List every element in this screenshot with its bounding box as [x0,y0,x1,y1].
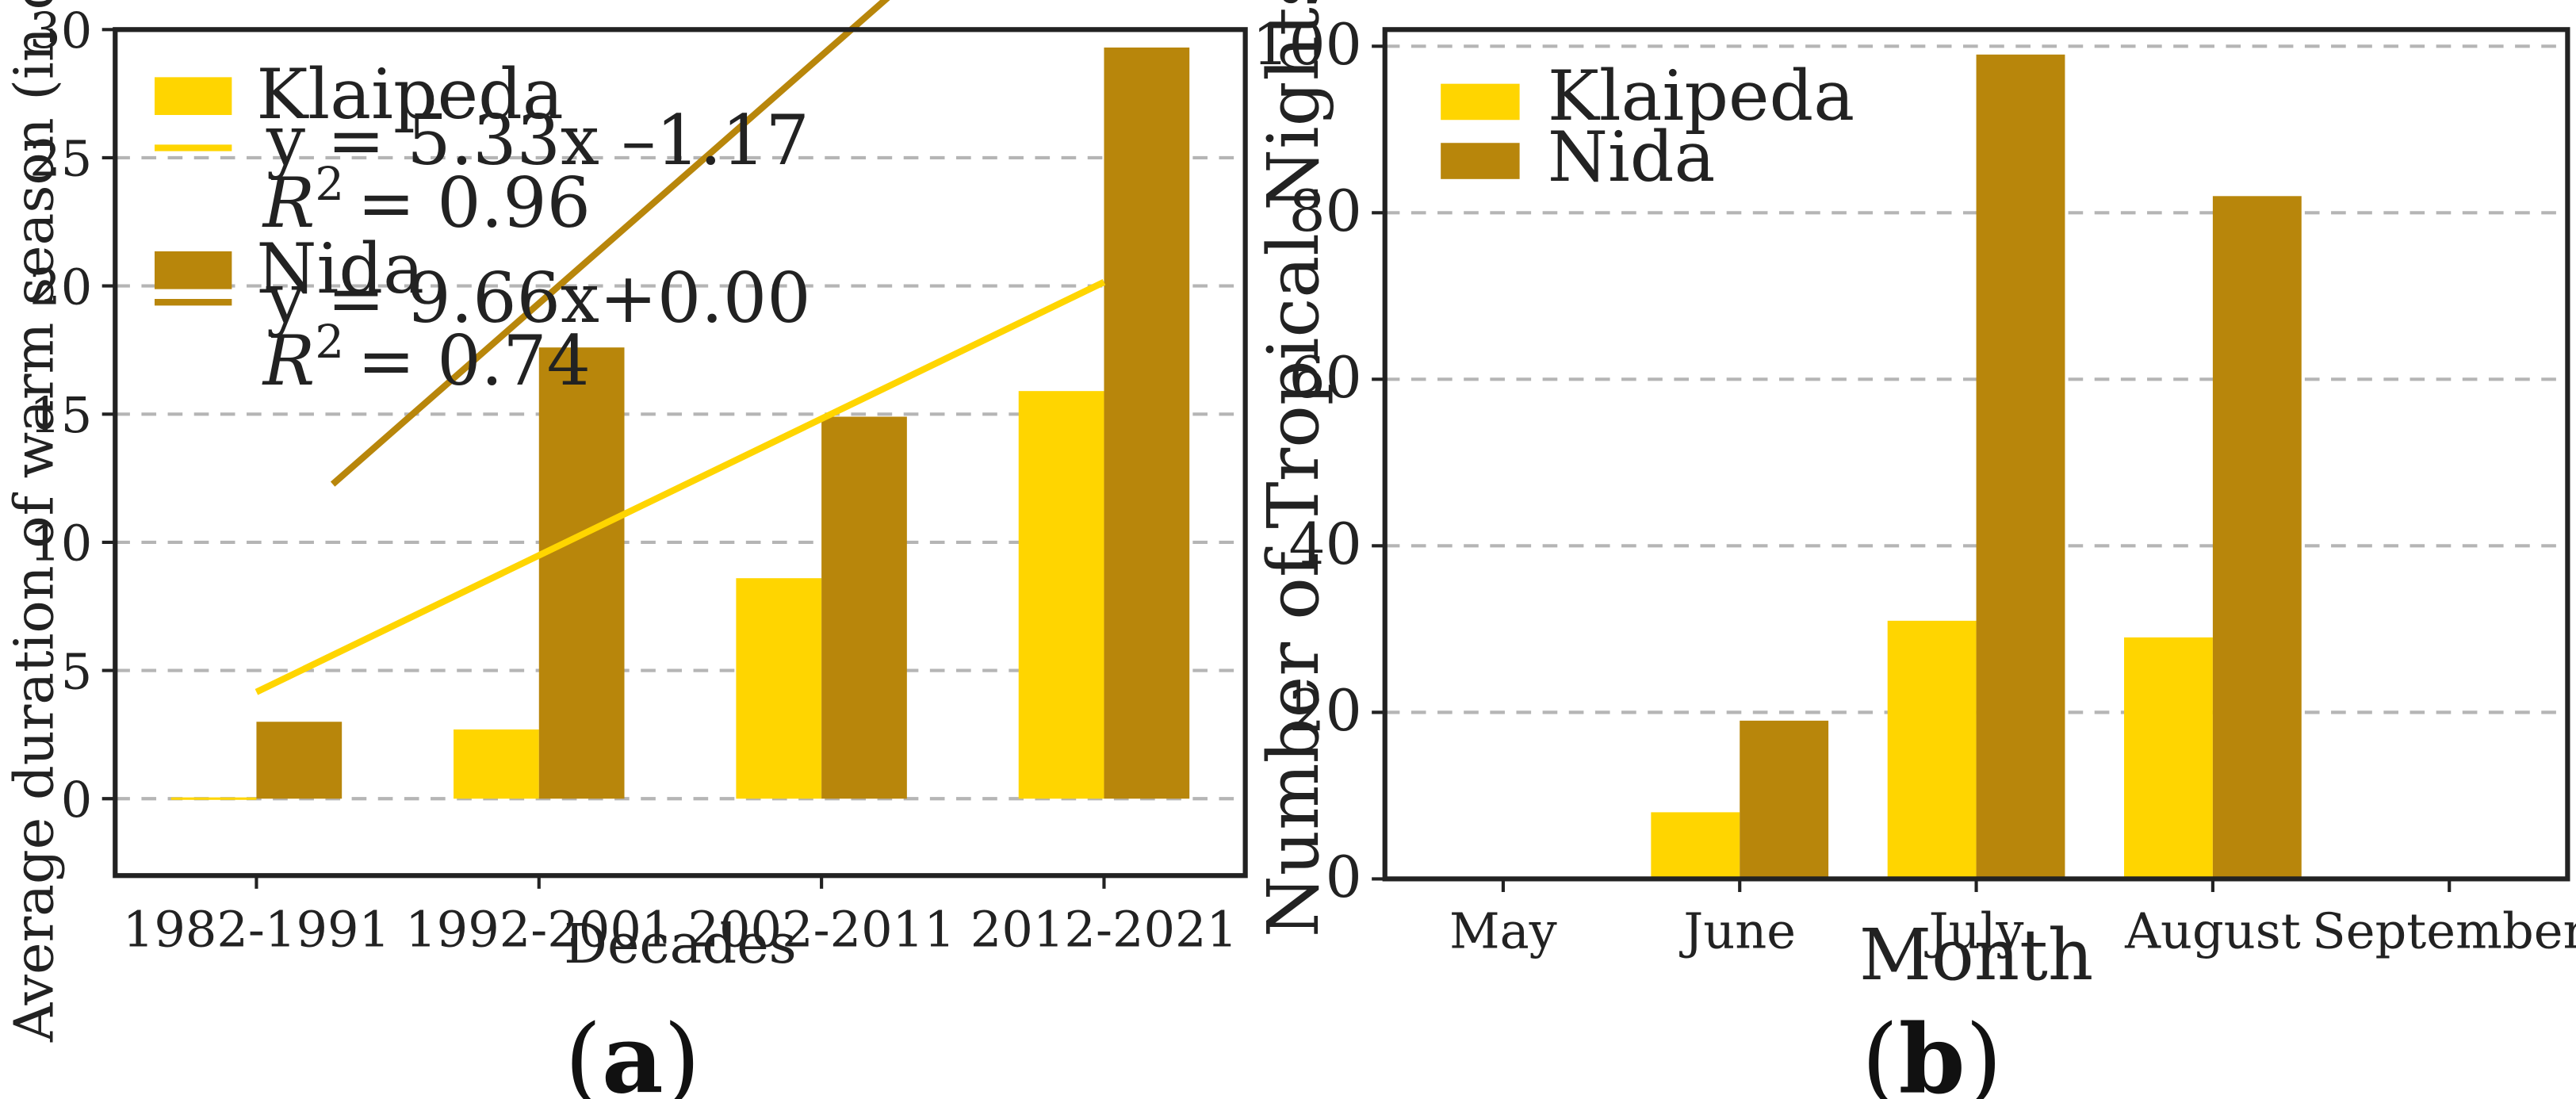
r2-exponent: 2 [315,157,344,211]
y-tick-label: 10 [29,515,92,572]
panel-label-b: (b) [1862,1004,2003,1099]
bars-b [1651,54,2302,879]
panel-letter-b: b [1899,1004,1965,1099]
y-ticks-a: 0 5 10 15 20 25 30 [29,2,116,829]
y-tick-label: 5 [61,642,93,700]
bar-klaipeda-1982-1991 [170,797,257,800]
y-tick-label: 30 [29,2,92,59]
legend-label-klaipeda: Klaipeda [1548,56,1854,136]
bar-klaipeda-june [1651,812,1740,879]
trendline-nida [330,0,890,487]
x-ticks-b: May June July August September [1449,879,2576,959]
x-axis-label-b: Month [1859,914,2093,997]
trendlines-a [255,0,1106,695]
bar-nida-june [1740,720,1829,879]
legend-a: Klaipeda y = 5.33x –1.17 R2 = 0.96 Nida y… [154,54,811,401]
x-tick-label: May [1449,902,1557,959]
panel-a: 0 5 10 15 20 25 30 1982-1991 1992-2001 2002-2011… [4,0,1248,1099]
x-tick-label: July [1924,902,2024,959]
y-axis-label-a: Average duration of warm season (in days… [4,0,67,1043]
y-tick-label: 20 [29,258,92,316]
y-tick-label: 15 [29,386,92,444]
y-tick-label: 20 [1288,678,1361,745]
y-tick-label: 100 [1252,12,1361,78]
y-tick-label: 25 [29,130,92,188]
legend-label-nida: Nida [256,228,424,309]
x-tick-label: 1992-2001 [405,900,672,958]
x-tick-label: 2002-2011 [687,900,955,958]
y-ticks-b: 0 20 40 60 80 100 [1252,12,1385,911]
bars-a [170,47,1190,800]
y-tick-label: 0 [1326,844,1362,911]
legend-b: Klaipeda Nida [1441,56,1854,197]
r2-symbol: R [262,163,316,243]
panel-label-a: (a) [565,1004,701,1099]
trend-r2-nida: R2 = 0.74 [262,315,591,401]
bar-nida-2012-2021 [1104,47,1190,799]
y-tick-label: 0 [61,771,93,829]
x-ticks-a: 1982-1991 1992-2001 2002-2011 2012-2021 [123,875,1238,958]
bar-nida-july [1976,54,2065,879]
x-tick-label: June [1678,902,1796,959]
legend-label-klaipeda: Klaipeda [256,54,563,135]
legend-swatch-klaipeda [154,77,232,116]
bar-nida-2002-2011 [821,416,907,799]
bar-klaipeda-1992-2001 [454,729,539,799]
bar-nida-1992-2001 [538,347,625,799]
plot-frame-a [113,27,1248,879]
x-tick-label: 2012-2021 [970,900,1238,958]
legend-swatch-nida [1441,143,1520,179]
r2-symbol: R [262,320,316,401]
y-tick-label: 80 [1288,178,1361,245]
x-tick-label: 1982-1991 [123,900,390,958]
trendline-klaipeda [255,279,1106,695]
bar-klaipeda-august [2124,637,2213,879]
bar-klaipeda-2012-2021 [1018,391,1104,799]
bar-klaipeda-july [1887,620,1977,879]
panel-letter-a: a [602,1004,664,1099]
y-tick-label: 60 [1288,345,1361,412]
x-axis-label-a: Decades [564,913,797,976]
bar-nida-1982-1991 [256,722,343,799]
r2-value: = 0.74 [358,320,591,401]
y-axis-label-b: Number of Tropical Nights [1253,0,1335,937]
trend-equation-klaipeda: y = 5.33x –1.17 [266,100,810,181]
legend-swatch-klaipeda [1441,83,1520,121]
bar-nida-august [2212,196,2302,879]
trend-equation-nida: y = 9.66x+0.00 [266,258,811,339]
trend-r2-klaipeda: R2 = 0.96 [262,157,591,243]
r2-value: = 0.96 [358,163,591,243]
bar-klaipeda-2002-2011 [736,578,822,799]
x-tick-label: September [2312,902,2576,959]
r2-exponent: 2 [315,315,344,369]
x-tick-label: August [2124,902,2301,959]
y-tick-label: 40 [1288,511,1361,578]
legend-label-nida: Nida [1548,117,1716,197]
legend-swatch-nida [154,251,232,289]
